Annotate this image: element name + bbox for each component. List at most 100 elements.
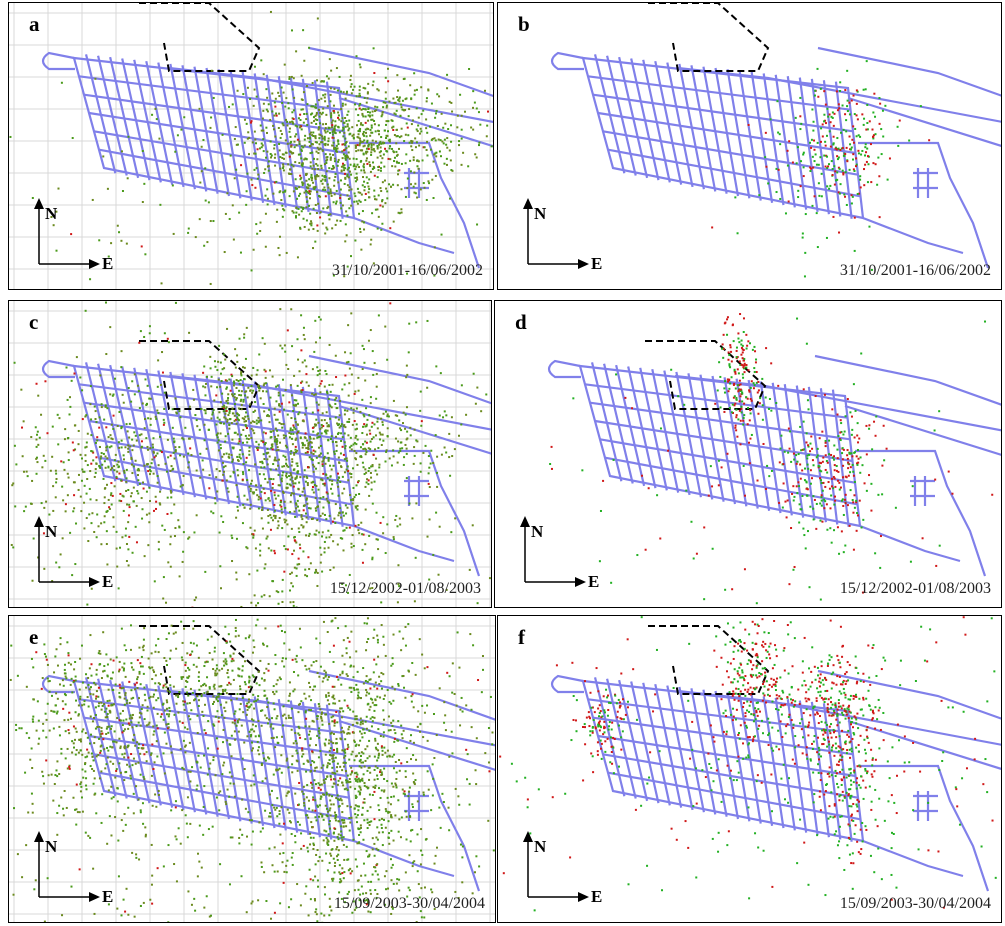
- seismic-event: [348, 207, 351, 210]
- seismic-event: [826, 528, 829, 531]
- seismic-event: [358, 779, 361, 782]
- seismic-event: [108, 507, 111, 510]
- seismic-event: [170, 512, 173, 515]
- seismic-event: [313, 393, 316, 396]
- seismic-event: [306, 466, 309, 469]
- seismic-event: [297, 207, 300, 210]
- seismic-event: [845, 203, 848, 206]
- seismic-event: [358, 532, 361, 535]
- seismic-event: [829, 184, 832, 187]
- seismic-event: [277, 591, 280, 594]
- seismic-event: [856, 434, 859, 437]
- seismic-event: [290, 571, 293, 574]
- seismic-event: [825, 236, 828, 239]
- seismic-event: [359, 141, 362, 144]
- seismic-event: [414, 137, 417, 140]
- seismic-event: [315, 467, 318, 470]
- seismic-event: [302, 121, 305, 124]
- seismic-event: [478, 144, 481, 147]
- seismic-event: [41, 466, 44, 469]
- seismic-event: [419, 127, 422, 130]
- seismic-event: [105, 449, 108, 452]
- seismic-event: [279, 405, 282, 408]
- seismic-event: [740, 343, 743, 346]
- seismic-event: [255, 422, 258, 425]
- seismic-event: [379, 771, 382, 774]
- seismic-event: [327, 214, 330, 217]
- seismic-event: [304, 892, 307, 895]
- seismic-event: [188, 536, 191, 539]
- seismic-event: [352, 133, 355, 136]
- seismic-event: [393, 101, 396, 104]
- seismic-event: [797, 453, 800, 456]
- seismic-event: [75, 356, 78, 359]
- seismic-event: [852, 158, 855, 161]
- seismic-event: [214, 365, 217, 368]
- seismic-event: [413, 781, 416, 784]
- seismic-event: [173, 535, 176, 538]
- seismic-event: [405, 272, 408, 275]
- seismic-event: [293, 399, 296, 402]
- seismic-event: [242, 400, 245, 403]
- seismic-event: [339, 507, 342, 510]
- seismic-event: [328, 343, 331, 346]
- seismic-event: [873, 92, 876, 95]
- seismic-event: [897, 144, 900, 147]
- seismic-event: [127, 489, 130, 492]
- seismic-event: [202, 468, 205, 471]
- seismic-event: [804, 467, 807, 470]
- seismic-event: [328, 192, 331, 195]
- seismic-event: [434, 434, 437, 437]
- seismic-event: [347, 360, 350, 363]
- seismic-event: [335, 396, 338, 399]
- seismic-event: [304, 134, 307, 137]
- seismic-event: [152, 450, 155, 453]
- seismic-event: [369, 587, 372, 590]
- seismic-event: [342, 843, 345, 846]
- seismic-event: [736, 435, 739, 438]
- seismic-event: [161, 371, 164, 374]
- seismic-event: [381, 157, 384, 160]
- seismic-event: [373, 123, 376, 126]
- seismic-event: [151, 113, 154, 116]
- seismic-event: [279, 344, 282, 347]
- seismic-event: [842, 476, 845, 479]
- seismic-event: [283, 209, 286, 212]
- seismic-event: [448, 100, 451, 103]
- seismic-event: [727, 358, 730, 361]
- seismic-event: [743, 357, 746, 360]
- seismic-event: [824, 103, 827, 106]
- seismic-event: [834, 147, 837, 150]
- seismic-event: [866, 155, 869, 158]
- seismic-event: [755, 381, 758, 384]
- seismic-event: [215, 476, 218, 479]
- seismic-event: [268, 477, 271, 480]
- seismic-event: [836, 178, 839, 181]
- seismic-event: [341, 492, 344, 495]
- seismic-event: [864, 163, 867, 166]
- seismic-event: [306, 502, 309, 505]
- seismic-event: [115, 530, 118, 533]
- seismic-event: [261, 506, 264, 509]
- seismic-event: [326, 476, 329, 479]
- seismic-event: [230, 422, 233, 425]
- seismic-event: [315, 113, 318, 116]
- seismic-event: [253, 594, 256, 597]
- seismic-event: [365, 785, 368, 788]
- seismic-event: [194, 414, 197, 417]
- seismic-event: [851, 428, 854, 431]
- seismic-event: [298, 186, 301, 189]
- seismic-event: [339, 201, 342, 204]
- seismic-event: [239, 449, 242, 452]
- seismic-event: [74, 448, 77, 451]
- seismic-event: [382, 709, 385, 712]
- seismic-event: [238, 438, 241, 441]
- seismic-event: [865, 489, 868, 492]
- seismic-event: [269, 513, 272, 516]
- seismic-event: [324, 179, 327, 182]
- seismic-event: [310, 481, 313, 484]
- seismic-event: [318, 804, 321, 807]
- seismic-event: [367, 766, 370, 769]
- seismic-event: [306, 200, 309, 203]
- seismic-event: [750, 399, 753, 402]
